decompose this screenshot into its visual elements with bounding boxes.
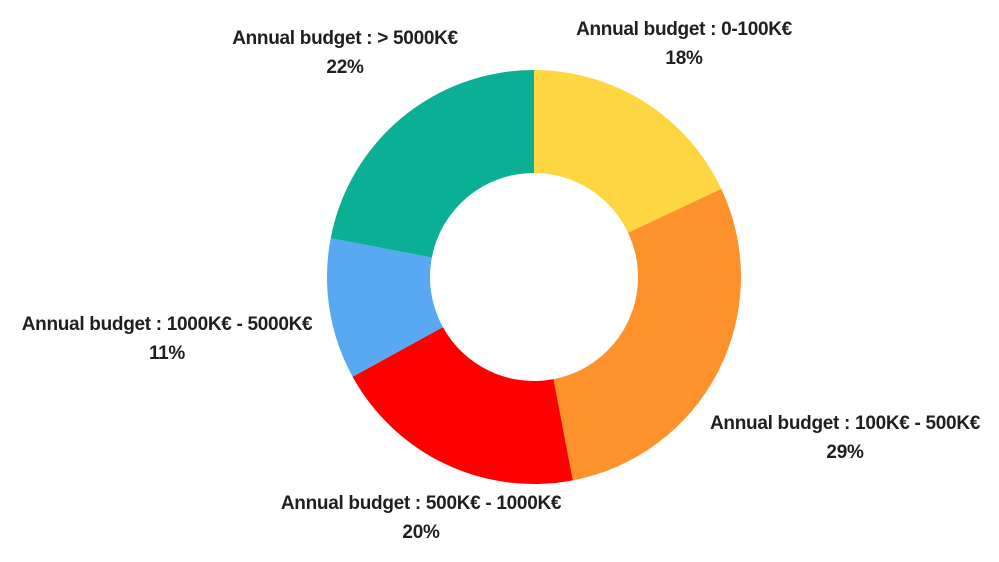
slice-percent-label: 22% — [326, 57, 364, 78]
slice-label-over-5000k: Annual budget : > 5000K€ 22% — [232, 24, 458, 82]
slice-category-label: Annual budget : > 5000K€ — [232, 28, 458, 49]
donut-slice-3 — [327, 238, 443, 377]
donut-slice-4 — [330, 70, 534, 258]
slice-category-label: Annual budget : 0-100K€ — [576, 19, 792, 40]
slice-label-1000k-5000k: Annual budget : 1000K€ - 5000K€ 11% — [22, 310, 313, 368]
slice-category-label: Annual budget : 500K€ - 1000K€ — [280, 493, 562, 514]
slice-category-label: Annual budget : 1000K€ - 5000K€ — [21, 314, 313, 335]
slice-percent-label: 18% — [665, 48, 703, 69]
slice-category-label: Annual budget : 100K€ - 500K€ — [709, 413, 981, 434]
slice-label-0-100k: Annual budget : 0-100K€ 18% — [576, 15, 792, 73]
donut-slice-1 — [553, 188, 741, 481]
slice-label-500k-1000k: Annual budget : 500K€ - 1000K€ 20% — [280, 489, 562, 547]
slice-label-100k-500k: Annual budget : 100K€ - 500K€ 29% — [710, 409, 980, 467]
donut-slice-2 — [352, 327, 573, 484]
donut-slice-0 — [534, 70, 722, 233]
slice-percent-label: 29% — [826, 442, 864, 463]
slice-percent-label: 20% — [402, 522, 440, 543]
slice-percent-label: 11% — [148, 343, 186, 364]
